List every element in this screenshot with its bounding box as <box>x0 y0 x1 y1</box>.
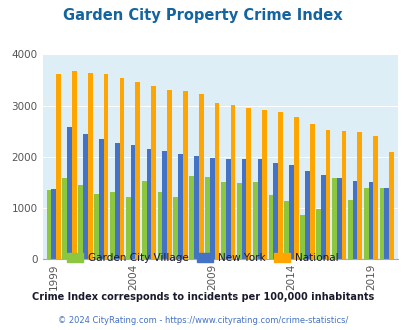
Bar <box>379 188 384 259</box>
Bar <box>162 151 167 259</box>
Bar <box>83 134 87 259</box>
Bar <box>241 159 246 259</box>
Bar <box>220 182 225 259</box>
Bar <box>384 188 388 259</box>
Bar <box>183 91 187 259</box>
Bar <box>315 209 320 259</box>
Bar <box>325 130 330 259</box>
Text: © 2024 CityRating.com - https://www.cityrating.com/crime-statistics/: © 2024 CityRating.com - https://www.city… <box>58 316 347 325</box>
Bar <box>304 171 309 259</box>
Bar <box>336 178 341 259</box>
Bar <box>87 73 92 259</box>
Bar <box>189 176 194 259</box>
Bar <box>119 79 124 259</box>
Bar <box>146 148 151 259</box>
Bar <box>372 136 377 259</box>
Text: Garden City Property Crime Index: Garden City Property Crime Index <box>63 8 342 23</box>
Bar <box>178 154 183 259</box>
Bar <box>225 159 230 259</box>
Bar <box>341 131 345 259</box>
Bar <box>246 108 251 259</box>
Bar <box>103 74 108 259</box>
Bar <box>194 156 198 259</box>
Bar <box>141 181 146 259</box>
Bar <box>331 178 336 259</box>
Bar <box>388 152 393 259</box>
Bar <box>126 197 130 259</box>
Bar <box>78 185 83 259</box>
Bar <box>356 132 361 259</box>
Bar <box>72 71 77 259</box>
Bar <box>293 117 298 259</box>
Bar <box>62 178 67 259</box>
Bar <box>262 110 266 259</box>
Bar <box>99 139 103 259</box>
Bar <box>368 182 372 259</box>
Bar <box>209 158 214 259</box>
Bar <box>252 182 257 259</box>
Bar <box>151 86 156 259</box>
Bar <box>51 189 56 259</box>
Bar <box>173 197 178 259</box>
Bar <box>268 195 273 259</box>
Bar <box>363 188 368 259</box>
Bar <box>347 200 352 259</box>
Bar <box>320 175 325 259</box>
Bar <box>273 163 277 259</box>
Bar <box>47 190 51 259</box>
Bar <box>110 191 115 259</box>
Bar <box>257 159 262 259</box>
Bar <box>94 194 99 259</box>
Bar <box>56 74 61 259</box>
Legend: Garden City Village, New York, National: Garden City Village, New York, National <box>63 248 342 267</box>
Bar <box>300 215 304 259</box>
Bar <box>205 177 209 259</box>
Bar <box>277 112 282 259</box>
Bar <box>115 144 119 259</box>
Bar <box>230 105 235 259</box>
Bar <box>352 181 356 259</box>
Bar <box>130 146 135 259</box>
Text: Crime Index corresponds to incidents per 100,000 inhabitants: Crime Index corresponds to incidents per… <box>32 292 373 302</box>
Bar <box>237 183 241 259</box>
Bar <box>157 191 162 259</box>
Bar <box>309 124 314 259</box>
Bar <box>214 103 219 259</box>
Bar <box>284 201 288 259</box>
Bar <box>288 165 293 259</box>
Bar <box>167 90 171 259</box>
Bar <box>135 82 140 259</box>
Bar <box>198 94 203 259</box>
Bar <box>67 127 72 259</box>
